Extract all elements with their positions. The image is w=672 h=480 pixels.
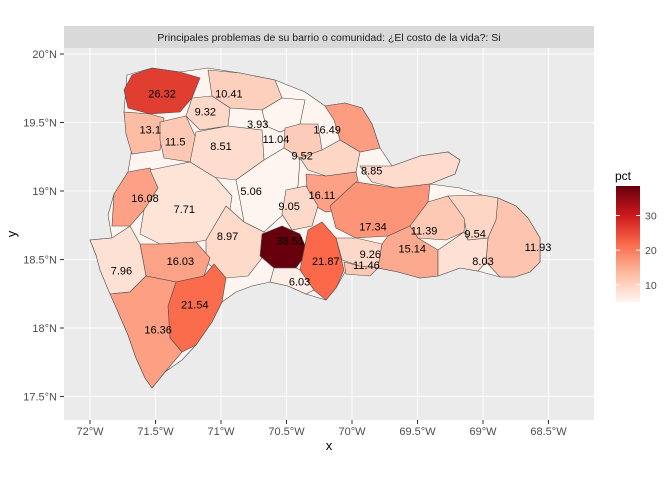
x-tick-label: 70°W <box>338 426 366 438</box>
province-value-label: 9.26 <box>360 249 381 261</box>
legend-ticks: 10 20 30 <box>616 211 657 292</box>
x-tick-label: 70.5°W <box>268 426 305 438</box>
legend: pct 10 20 30 <box>615 169 657 302</box>
y-tick-label: 19.5°N <box>23 118 57 130</box>
province-value-label: 3.93 <box>247 119 268 131</box>
province-region <box>281 185 319 231</box>
province-value-label: 9.54 <box>464 228 485 240</box>
y-tick-label: 18.5°N <box>23 255 57 267</box>
province-value-label: 21.87 <box>312 256 340 268</box>
province-value-label: 21.54 <box>181 300 209 312</box>
province-value-label: 5.06 <box>240 186 261 198</box>
province-value-label: 8.97 <box>217 231 238 243</box>
legend-tick-label: 20 <box>645 245 657 257</box>
province-region <box>205 205 265 279</box>
map-layer: 26.32 10.41 9.32 3.93 13.1 11.04 16.49 11.5 8.51… <box>89 67 552 389</box>
province-value-label: 16.03 <box>167 256 195 268</box>
x-tick-label: 68.5°W <box>530 426 567 438</box>
facet-title: Principales problemas de su barrio o com… <box>157 32 500 44</box>
x-tick-label: 71.5°W <box>137 426 174 438</box>
province-value-label: 13.1 <box>140 124 161 136</box>
province-value-label: 8.51 <box>210 141 231 153</box>
province-value-label: 26.32 <box>148 89 176 101</box>
province-region <box>359 151 461 189</box>
province-value-label: 11.93 <box>525 242 552 254</box>
province-region <box>269 267 315 295</box>
y-tick-label: 20°N <box>32 49 57 61</box>
province-value-label: 16.08 <box>131 193 159 205</box>
province-polygons <box>89 67 541 389</box>
province-region <box>299 221 345 301</box>
province-region <box>485 197 541 278</box>
x-tick-label: 69°W <box>469 426 497 438</box>
province-value-label: 9.52 <box>292 150 313 162</box>
legend-title: pct <box>615 169 632 183</box>
y-axis-ticks: 17.5°N 18°N 18.5°N 19°N 19.5°N 20°N <box>23 49 64 404</box>
province-value-label: 17.34 <box>359 222 387 234</box>
y-tick-label: 19°N <box>32 186 57 198</box>
y-axis-title: y <box>4 230 19 237</box>
province-value-label: 16.49 <box>313 124 341 136</box>
province-value-label: 8.03 <box>472 256 493 268</box>
province-region <box>123 67 201 115</box>
x-tick-label: 71°W <box>207 426 235 438</box>
province-value-label: 11.04 <box>263 134 290 146</box>
value-labels: 26.32 10.41 9.32 3.93 13.1 11.04 16.49 11.5 8.51… <box>111 89 552 337</box>
province-value-label: 7.71 <box>174 204 195 216</box>
province-value-label: 8.85 <box>361 165 382 177</box>
province-region <box>437 231 489 277</box>
province-value-label: 11.5 <box>165 137 186 149</box>
province-value-label: 9.32 <box>195 107 216 119</box>
facet-strip <box>64 26 594 48</box>
province-value-label: 15.14 <box>398 244 426 256</box>
x-tick-label: 69.5°W <box>399 426 436 438</box>
legend-tick-label: 10 <box>645 280 657 292</box>
province-region <box>324 102 381 153</box>
legend-tick-label: 30 <box>645 211 657 223</box>
province-value-label: 11.39 <box>411 226 438 238</box>
x-tick-label: 72°W <box>76 426 104 438</box>
province-region <box>123 111 165 155</box>
x-axis-title: x <box>326 438 333 453</box>
province-value-label: 7.96 <box>111 265 132 277</box>
province-value-label: 38.51 <box>277 235 305 247</box>
y-tick-label: 17.5°N <box>23 392 57 404</box>
province-region <box>299 139 361 177</box>
x-axis-ticks: 72°W 71.5°W 71°W 70.5°W 70°W 69.5°W 69°W 68.5°W <box>76 420 567 438</box>
province-value-label: 16.11 <box>309 190 336 202</box>
province-region <box>109 275 183 389</box>
province-value-label: 10.41 <box>215 89 243 101</box>
y-tick-label: 18°N <box>32 323 57 335</box>
province-value-label: 9.05 <box>278 201 299 213</box>
province-region <box>343 261 379 277</box>
legend-colorbar <box>616 186 640 302</box>
province-value-label: 16.36 <box>144 324 172 336</box>
province-value-label: 11.46 <box>353 260 380 272</box>
province-value-label: 6.03 <box>289 276 310 288</box>
